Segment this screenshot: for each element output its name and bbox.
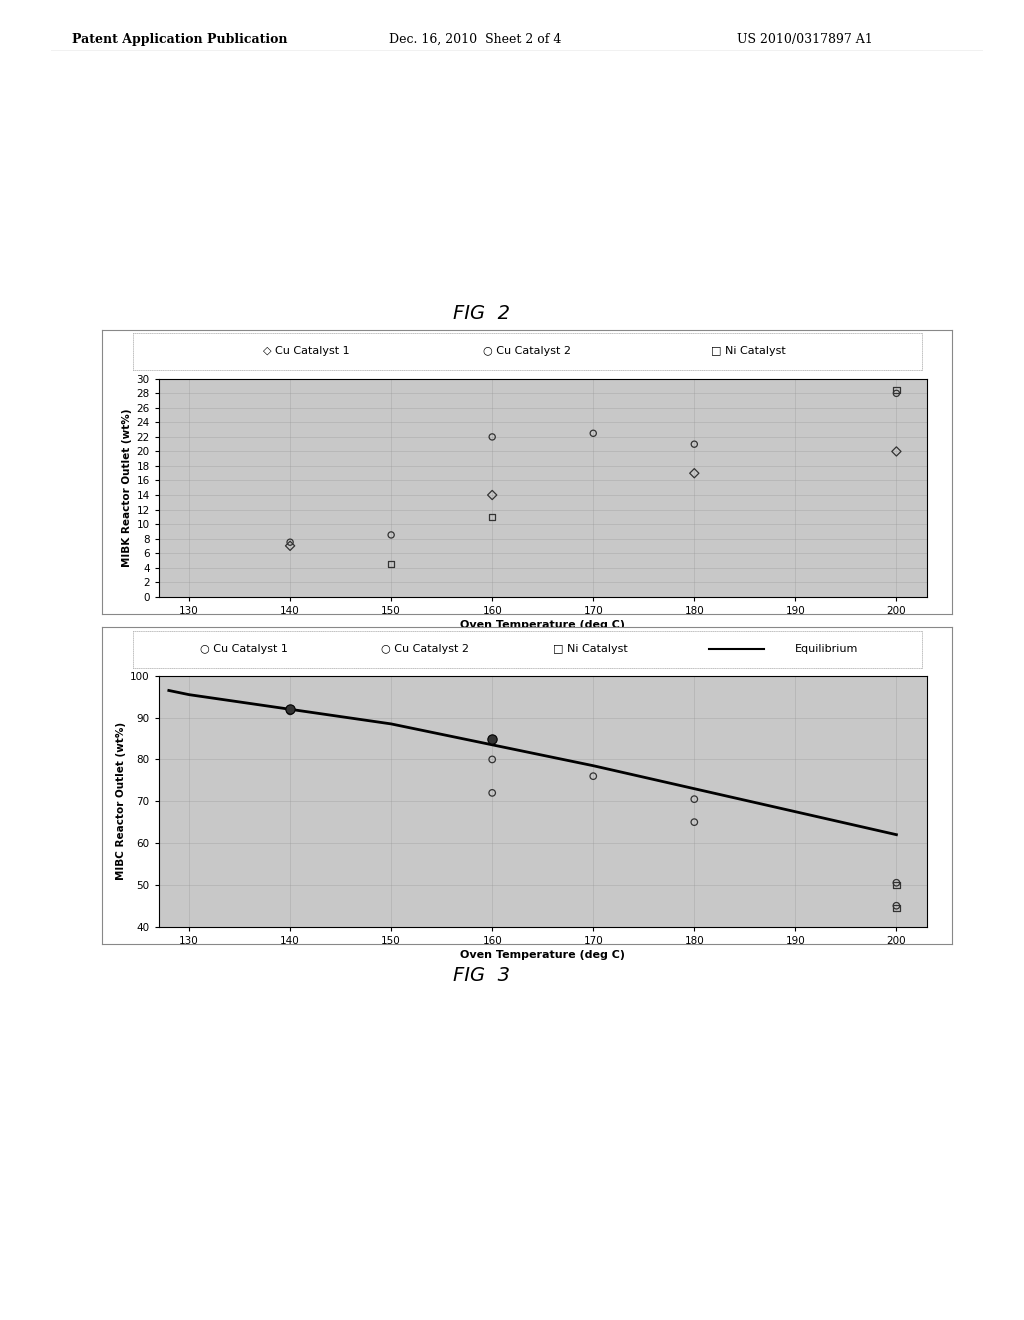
Point (888, 874, 904, 895)
Text: Patent Application Publication: Patent Application Publication (72, 33, 287, 46)
Point (484, 506, 501, 527)
Text: FIG  3: FIG 3 (453, 966, 510, 985)
Text: ○ Cu Catalyst 2: ○ Cu Catalyst 2 (483, 346, 571, 356)
X-axis label: Oven Temperature (deg C): Oven Temperature (deg C) (460, 620, 626, 630)
Text: □ Ni Catalyst: □ Ni Catalyst (711, 346, 785, 356)
Point (888, 873, 904, 894)
Point (888, 898, 904, 919)
Point (888, 379, 904, 400)
Point (888, 895, 904, 916)
Point (686, 812, 702, 833)
Text: US 2010/0317897 A1: US 2010/0317897 A1 (737, 33, 873, 46)
Point (282, 698, 298, 719)
Point (585, 766, 601, 787)
Point (686, 462, 702, 483)
Point (282, 701, 298, 722)
Point (282, 532, 298, 553)
Point (484, 484, 501, 506)
Text: Dec. 16, 2010  Sheet 2 of 4: Dec. 16, 2010 Sheet 2 of 4 (389, 33, 561, 46)
Point (484, 748, 501, 770)
Point (888, 383, 904, 404)
Text: FIG  2: FIG 2 (453, 305, 510, 323)
Point (484, 783, 501, 804)
Point (282, 536, 298, 557)
Text: □ Ni Catalyst: □ Ni Catalyst (553, 644, 628, 655)
Point (585, 422, 601, 444)
Y-axis label: MIBK Reactor Outlet (wt%): MIBK Reactor Outlet (wt%) (122, 408, 132, 568)
Point (484, 426, 501, 447)
Point (888, 441, 904, 462)
Text: ○ Cu Catalyst 2: ○ Cu Catalyst 2 (381, 644, 469, 655)
Text: ○ Cu Catalyst 1: ○ Cu Catalyst 1 (200, 644, 288, 655)
Text: Equilibrium: Equilibrium (796, 644, 859, 655)
Point (383, 524, 399, 545)
Text: ◇ Cu Catalyst 1: ◇ Cu Catalyst 1 (263, 346, 350, 356)
Point (484, 729, 501, 750)
Point (686, 433, 702, 454)
Point (383, 553, 399, 574)
X-axis label: Oven Temperature (deg C): Oven Temperature (deg C) (460, 950, 626, 960)
Point (686, 788, 702, 809)
Y-axis label: MIBC Reactor Outlet (wt%): MIBC Reactor Outlet (wt%) (116, 722, 126, 880)
